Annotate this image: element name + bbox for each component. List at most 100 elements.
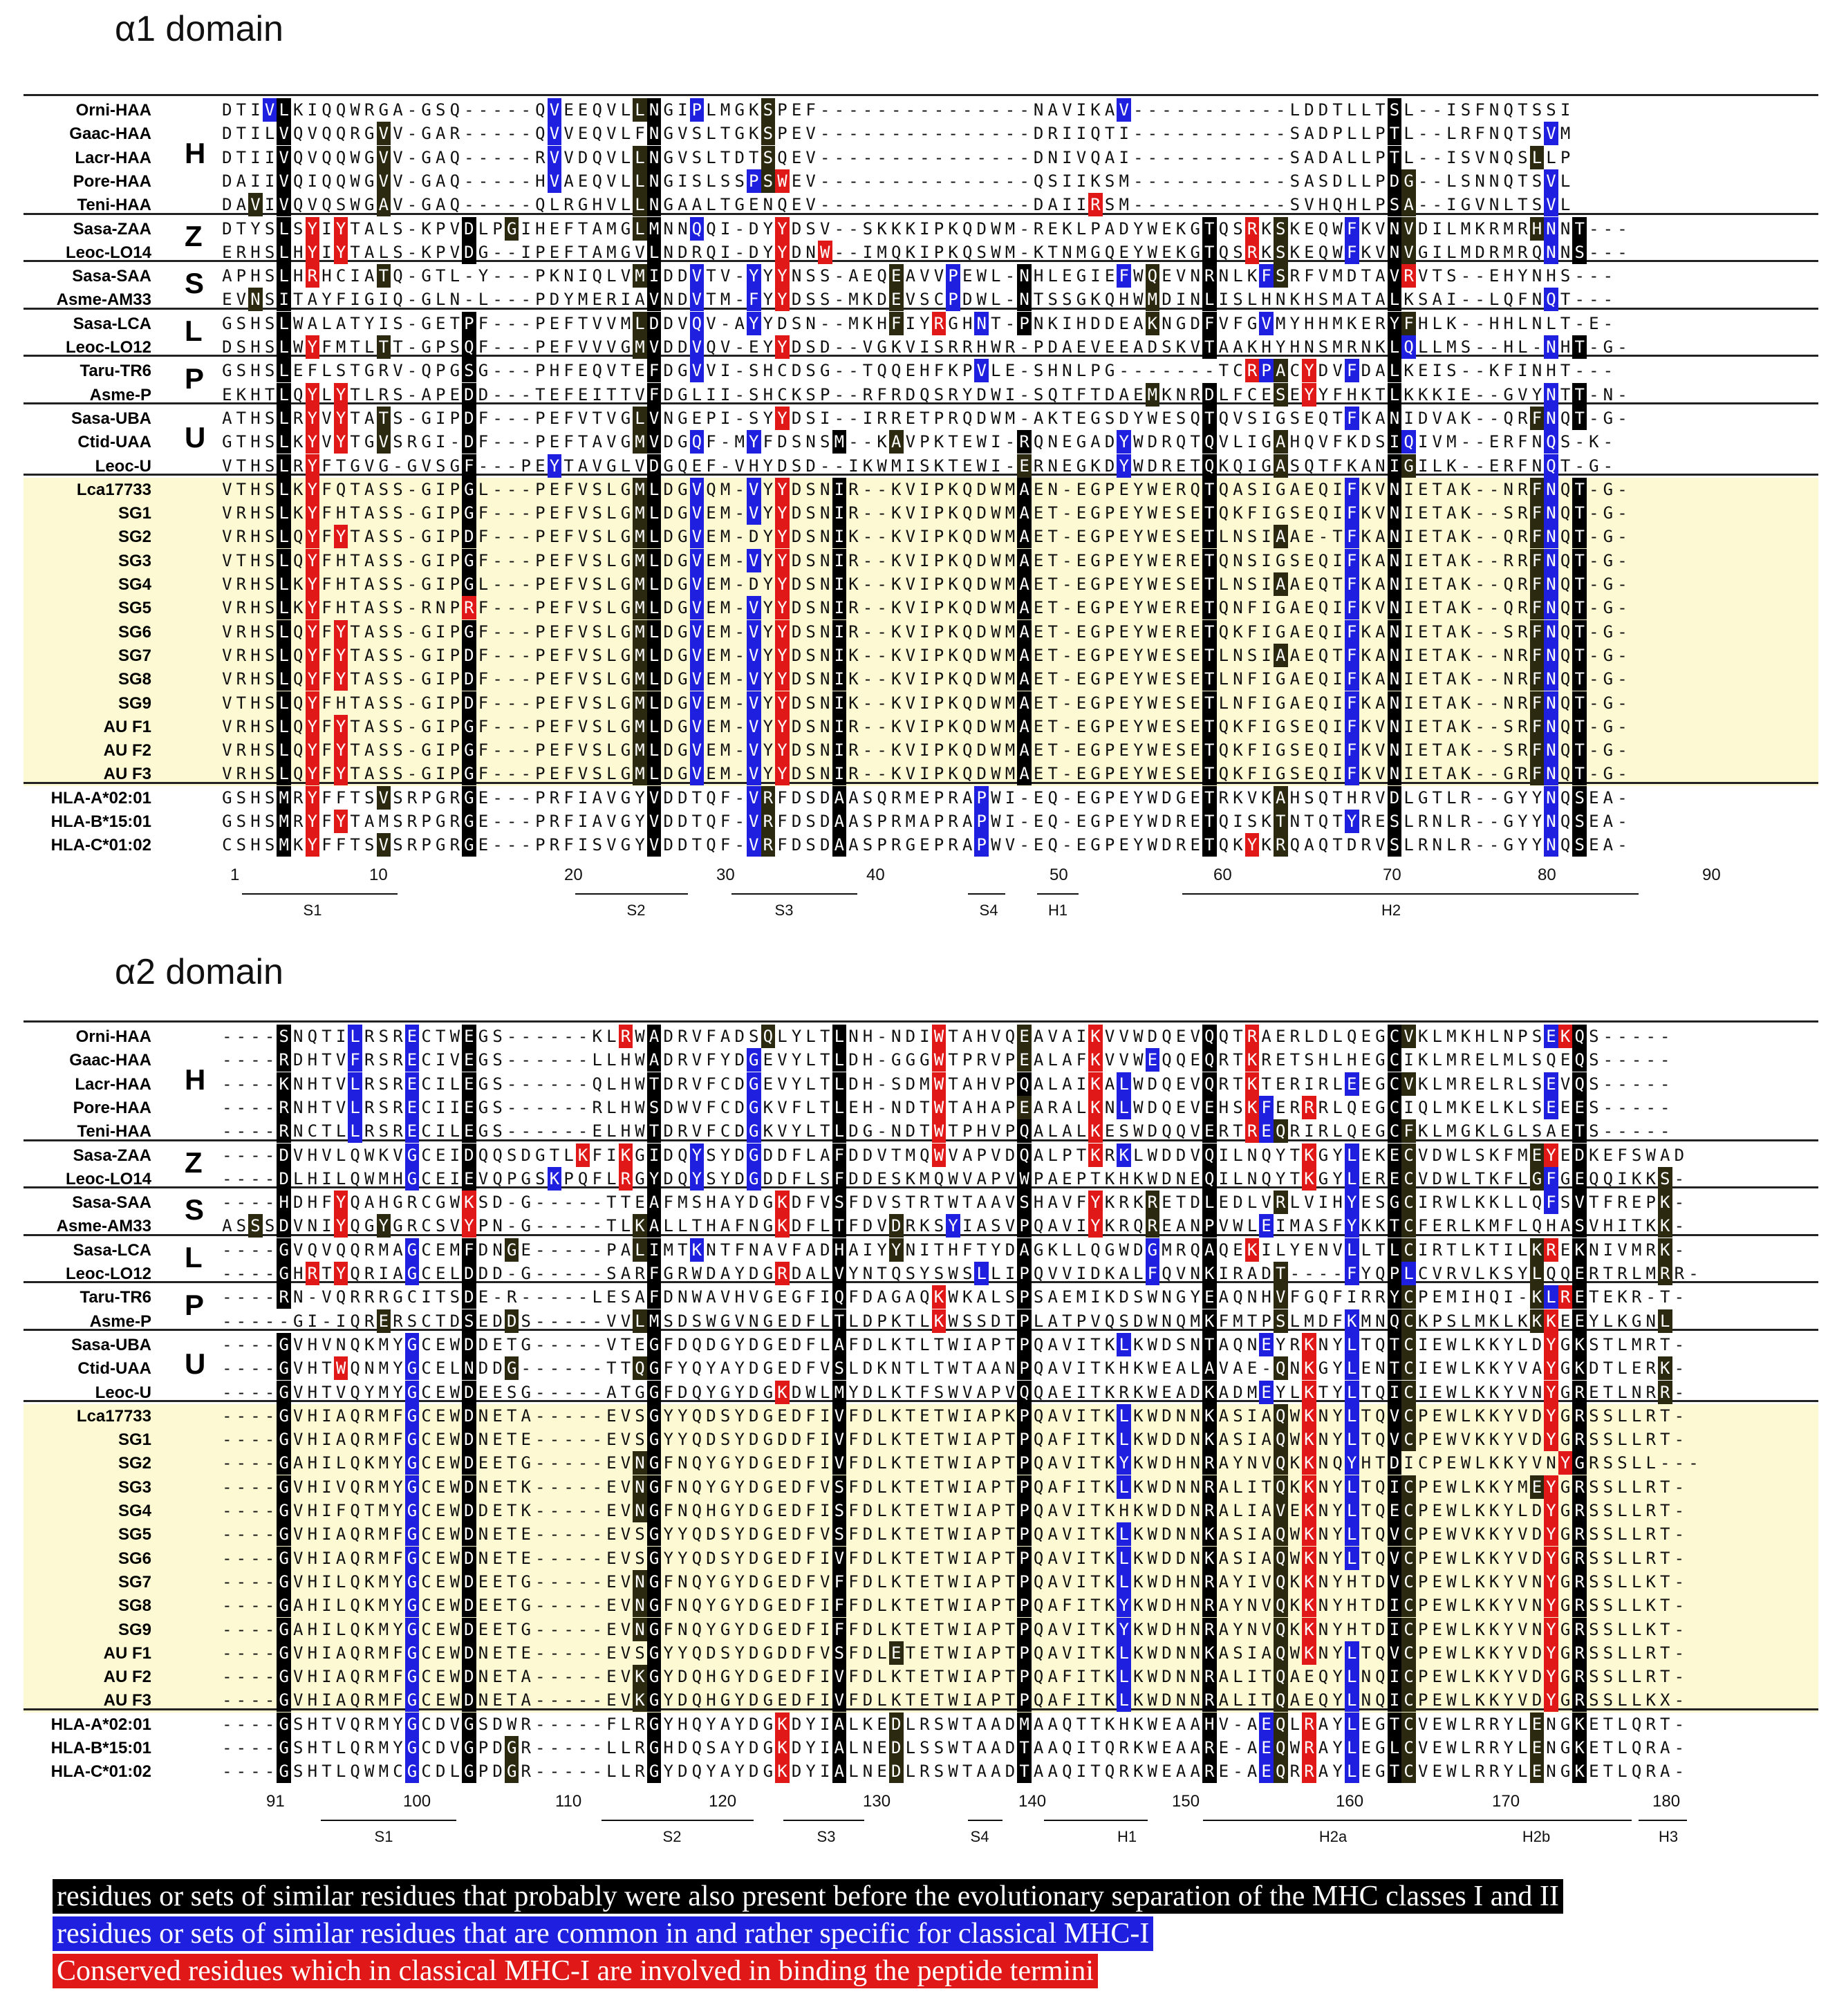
alpha1-structure-label: S4 — [979, 901, 998, 919]
alpha2-position-number: 180 — [1652, 1791, 1681, 1811]
alpha2-group-label: H — [185, 1063, 206, 1096]
sequence-name: AU F3 — [103, 1691, 151, 1710]
alpha2-position-number: 120 — [709, 1791, 737, 1811]
sequence-name: SG5 — [118, 599, 151, 618]
alpha1-separator — [24, 212, 1818, 215]
alpha1-separator — [24, 307, 1818, 310]
alpha1-position-number: 10 — [369, 865, 388, 884]
sequence-name: Leoc-U — [95, 456, 151, 476]
sequence-name: Gaac-HAA — [69, 1051, 151, 1070]
alpha1-group-label: P — [185, 362, 205, 395]
sequence-name: SG4 — [118, 1502, 151, 1520]
alpha1-separator — [24, 402, 1818, 404]
legend-entry: residues or sets of similar residues tha… — [53, 1916, 1154, 1951]
alpha2-group-label: S — [185, 1193, 205, 1226]
sequence-name: Lca17733 — [76, 1406, 151, 1426]
alpha2-structure-label: S3 — [817, 1827, 836, 1845]
alpha1-position-number: 30 — [716, 865, 735, 884]
sequence-name: SG7 — [118, 1572, 151, 1592]
alpha1-structure-bar — [1182, 893, 1639, 895]
alpha2-separator — [24, 1399, 1818, 1402]
alpha1-separator — [24, 355, 1818, 357]
sequence-name: SG6 — [118, 1549, 151, 1568]
sequence-name: SG4 — [118, 575, 151, 594]
sequence-name: SG3 — [118, 1477, 151, 1497]
sequence-name: SG3 — [118, 551, 151, 570]
legend-entry: residues or sets of similar residues tha… — [53, 1879, 1563, 1914]
alpha1-alignment: H Z S L P U Orni-HAA D T I V L K I Q Q W R G A - G S Q - - - - - Q V E E… — [24, 83, 1818, 933]
sequence-name: Pore-HAA — [73, 171, 151, 191]
sequence-name: HLA-C*01:02 — [50, 836, 151, 855]
alpha2-position-number: 170 — [1492, 1791, 1520, 1811]
alpha2-structure-label: H2a — [1318, 1827, 1348, 1845]
alpha1-position-number: 70 — [1383, 865, 1401, 884]
alpha2-title: α2 domain — [115, 952, 283, 992]
sequence-name: SG8 — [118, 1596, 151, 1616]
alpha1-group-label: H — [185, 136, 206, 169]
sequence-name: Asme-P — [89, 1312, 151, 1331]
alpha1-position-number: 40 — [866, 865, 885, 884]
sequence-name: Ctid-UAA — [77, 433, 151, 452]
alpha1-structure-bar — [575, 893, 688, 895]
alpha2-separator — [24, 1708, 1818, 1710]
alpha2-position-number: 110 — [555, 1791, 582, 1811]
sequence-name: SG7 — [118, 646, 151, 665]
alpha2-structure-bar — [602, 1819, 754, 1821]
sequence-name: SG5 — [118, 1525, 151, 1544]
alpha1-structure-bar — [731, 893, 857, 895]
alpha1-group-label: U — [185, 421, 206, 454]
sequence-name: Leoc-LO14 — [65, 1169, 151, 1188]
sequence-name: Asme-P — [89, 385, 151, 404]
sequence-name: HLA-A*02:01 — [50, 1715, 151, 1734]
alpha2-separator — [24, 1186, 1818, 1189]
alpha2-position-number: 140 — [1018, 1791, 1047, 1811]
alpha1-structure-bar — [968, 893, 1005, 895]
alpha2-structure-bar — [968, 1819, 1003, 1821]
alpha2-structure-bar — [1438, 1819, 1632, 1821]
sequence-name: Teni-HAA — [77, 1122, 151, 1141]
alpha1-position-number: 20 — [564, 865, 583, 884]
alpha1-position-number: 50 — [1050, 865, 1068, 884]
alpha1-structure-label: S1 — [303, 901, 322, 919]
sequence-name: Orni-HAA — [75, 1027, 151, 1046]
sequence-name: SG9 — [118, 693, 151, 713]
alpha2-structure-bar — [783, 1819, 864, 1821]
sequence-name: Leoc-LO12 — [65, 338, 151, 357]
alpha1-position-number: 1 — [230, 865, 240, 884]
alpha2-position-number: 150 — [1172, 1791, 1200, 1811]
sequence-name: HLA-B*15:01 — [50, 812, 151, 831]
alpha2-group-label: Z — [185, 1146, 203, 1179]
alpha2-structure-label: H2b — [1522, 1827, 1551, 1845]
alpha2-structure-label: S1 — [374, 1827, 393, 1845]
alpha2-group-label: L — [185, 1241, 203, 1273]
sequence-name: AU F3 — [103, 765, 151, 784]
alpha1-structure-label: H2 — [1381, 901, 1401, 919]
alpha2-separator — [24, 1139, 1818, 1141]
alpha1-separator — [24, 781, 1818, 784]
